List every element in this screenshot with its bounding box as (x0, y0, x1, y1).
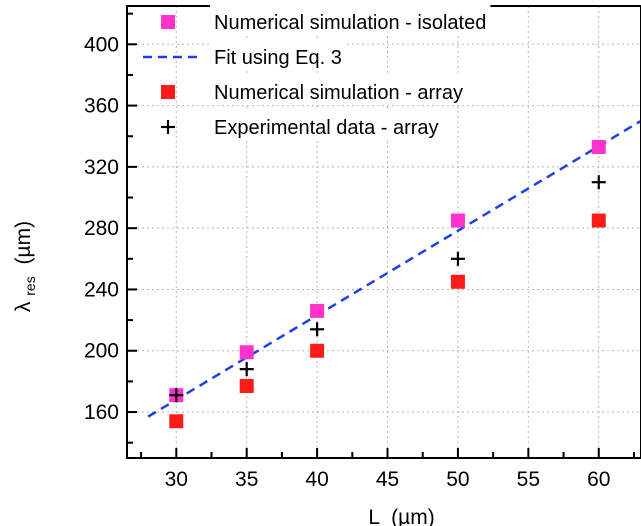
legend-bg (210, 110, 443, 138)
data-point-square (310, 343, 325, 358)
data-point-plus (239, 362, 254, 377)
legend-bg (210, 75, 467, 103)
data-point-plus (310, 322, 325, 337)
y-axis-title-symbol: λ (12, 301, 35, 312)
data-point-square (239, 378, 254, 393)
x-tick-label: 45 (376, 468, 399, 491)
y-tick-label: 360 (84, 95, 119, 118)
data-point-square (450, 213, 465, 228)
y-axis-title: λ res (µm) (12, 221, 40, 312)
data-point-square (591, 139, 606, 154)
data-point-square (450, 274, 465, 289)
x-axis-title-unit: (µm) (391, 506, 435, 526)
y-tick-label: 200 (84, 340, 119, 363)
legend-label: Numerical simulation - array (214, 82, 463, 104)
x-tick-label: 60 (587, 468, 610, 491)
y-tick-label: 280 (84, 217, 119, 240)
legend-label: Experimental data - array (214, 117, 439, 139)
y-axis-title-unit: (µm) (12, 221, 35, 265)
legend-symbol-square (161, 85, 175, 99)
legend-symbol-square (161, 15, 175, 29)
y-tick-label: 320 (84, 156, 119, 179)
grid (127, 6, 641, 458)
legend-symbol-plus (161, 120, 175, 134)
y-tick-label: 160 (84, 401, 119, 424)
data-point-plus (450, 251, 465, 266)
x-axis-title-main: L (368, 506, 379, 526)
legend: Numerical simulation - isolated Fit using… (143, 5, 491, 139)
y-axis-title-subscript: res (22, 276, 38, 295)
legend-bg (210, 40, 346, 68)
plot-frame (126, 5, 641, 459)
legend-label: Numerical simulation - isolated (214, 12, 486, 34)
fit-line (147, 119, 641, 418)
legend-label: Fit using Eq. 3 (214, 47, 342, 69)
x-tick-label: 35 (235, 468, 258, 491)
x-tick-label: 40 (305, 468, 328, 491)
legend-bg (210, 5, 491, 33)
series-layer (147, 119, 641, 429)
x-axis-title: L (µm) (368, 506, 434, 526)
data-point-plus (169, 388, 184, 403)
x-tick-label: 30 (165, 468, 188, 491)
x-tick-label: 55 (517, 468, 540, 491)
data-point-plus (591, 175, 606, 190)
data-point-square (169, 414, 184, 429)
data-point-square (591, 213, 606, 228)
y-tick-label: 400 (84, 33, 119, 56)
data-point-square (239, 345, 254, 360)
axes: 30 35 40 45 50 55 60 160 200 240 280 320 360 400 (84, 12, 635, 491)
x-tick-label: 50 (446, 468, 469, 491)
data-point-square (310, 303, 325, 318)
y-tick-label: 240 (84, 278, 119, 301)
